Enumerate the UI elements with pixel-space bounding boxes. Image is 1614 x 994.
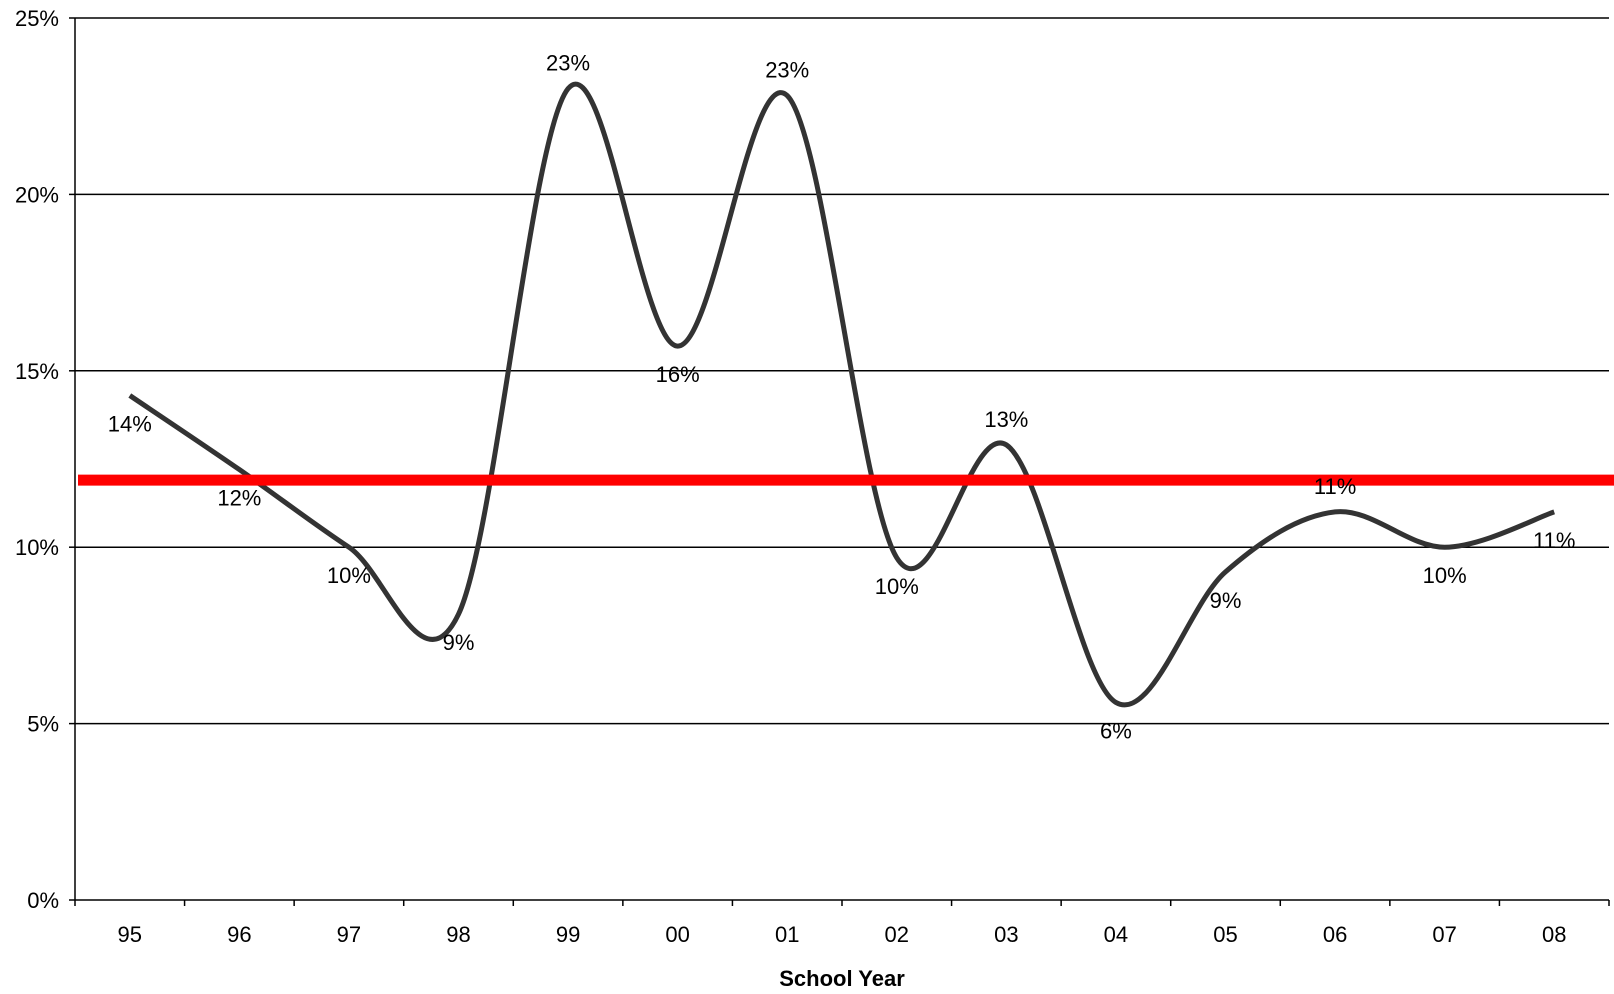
- x-tick-label: 07: [1432, 922, 1456, 947]
- data-label: 11%: [1314, 474, 1356, 499]
- x-tick-label: 00: [665, 922, 689, 947]
- data-label: 9%: [1210, 588, 1242, 613]
- data-label: 10%: [875, 574, 919, 599]
- data-labels: 14% 12% 10% 9% 23% 16% 23% 10% 13% 6% 9% 11% 10% 11%: [108, 51, 1576, 744]
- gridlines: [75, 17, 1609, 725]
- data-label: 14%: [108, 411, 152, 436]
- axes: [74, 18, 1609, 901]
- x-tick-label: 06: [1323, 922, 1347, 947]
- x-tick-label: 03: [994, 922, 1018, 947]
- x-tick-label: 96: [227, 922, 251, 947]
- data-label: 10%: [1423, 563, 1467, 588]
- data-label: 23%: [546, 51, 590, 76]
- data-label: 23%: [765, 58, 809, 83]
- data-label: 13%: [984, 407, 1028, 432]
- data-label: 9%: [443, 630, 475, 655]
- data-label: 11%: [1533, 528, 1575, 553]
- x-tick-label: 04: [1104, 922, 1128, 947]
- data-label: 6%: [1100, 718, 1132, 743]
- x-tick-label: 08: [1542, 922, 1566, 947]
- y-tick-label: 15%: [15, 359, 59, 384]
- x-tick-label: 05: [1213, 922, 1237, 947]
- y-tick-label: 0%: [27, 888, 59, 913]
- y-tick-label: 25%: [15, 6, 59, 31]
- y-axis-ticks: 0% 5% 10% 15% 20% 25%: [15, 6, 75, 913]
- x-tick-label: 99: [556, 922, 580, 947]
- x-tick-label: 95: [118, 922, 142, 947]
- x-axis-ticks: 95 96 97 98 99 00 01 02 03 04 05 06 07 08: [74, 900, 1610, 947]
- x-tick-label: 98: [446, 922, 470, 947]
- data-label: 16%: [656, 362, 700, 387]
- data-label: 12%: [217, 486, 261, 511]
- data-label: 10%: [327, 563, 371, 588]
- series-group: [128, 81, 1556, 708]
- y-tick-label: 20%: [15, 182, 59, 207]
- y-tick-label: 5%: [27, 712, 59, 737]
- y-tick-label: 10%: [15, 535, 59, 560]
- x-tick-label: 02: [885, 922, 909, 947]
- series-line: [128, 81, 1556, 708]
- x-axis-title: School Year: [779, 966, 905, 991]
- x-tick-label: 97: [337, 922, 361, 947]
- x-tick-label: 01: [775, 922, 799, 947]
